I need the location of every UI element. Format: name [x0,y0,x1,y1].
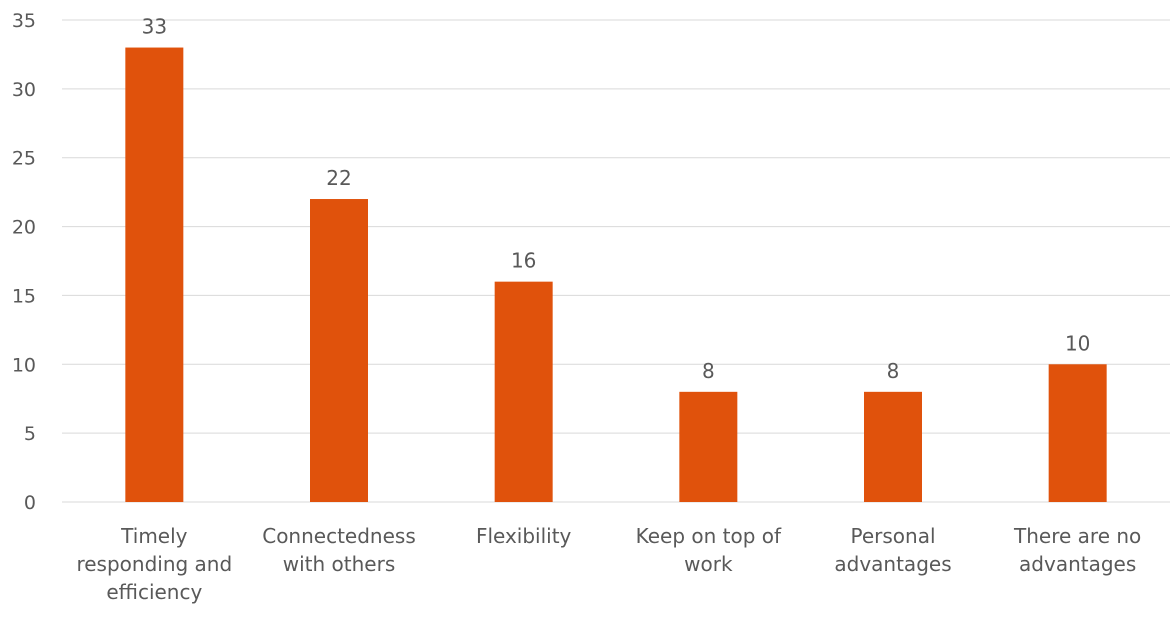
y-tick-label: 20 [12,217,36,239]
y-tick-label: 30 [12,79,36,101]
bar [125,47,184,503]
data-label: 16 [511,249,536,273]
category-label: with others [283,552,396,576]
category-label: Personal [850,524,935,548]
category-label: Keep on top of [636,524,782,548]
y-tick-label: 10 [12,354,36,376]
y-tick-label: 25 [12,148,36,170]
category-label: advantages [834,552,951,576]
category-label: Timely [120,524,188,548]
category-label: Connectedness [262,524,416,548]
bar [310,199,368,502]
y-tick-label: 35 [12,10,36,32]
category-label: Flexibility [476,524,572,548]
category-label: There are no [1013,524,1141,548]
data-label: 8 [887,359,900,383]
data-label: 33 [142,15,167,39]
bar [679,391,738,502]
data-label: 8 [702,359,715,383]
x-axis-categories: Timely responding and efficiency Connectedn… [76,524,1141,604]
y-axis-ticks: 0 5 10 15 20 25 30 35 [12,10,36,514]
bars [125,47,1107,503]
data-label: 22 [326,166,351,190]
bar [494,281,553,502]
bar [1048,364,1107,502]
category-label: advantages [1019,552,1136,576]
data-label: 10 [1065,331,1090,355]
category-label: work [684,552,733,576]
bar [864,391,922,502]
category-label: efficiency [106,580,202,604]
y-tick-label: 15 [12,285,36,307]
category-label: responding and [76,552,232,576]
y-tick-label: 5 [24,423,36,445]
gridlines [62,19,1170,503]
data-labels: 33 22 16 8 8 10 [142,15,1091,383]
y-tick-label: 0 [24,492,36,514]
